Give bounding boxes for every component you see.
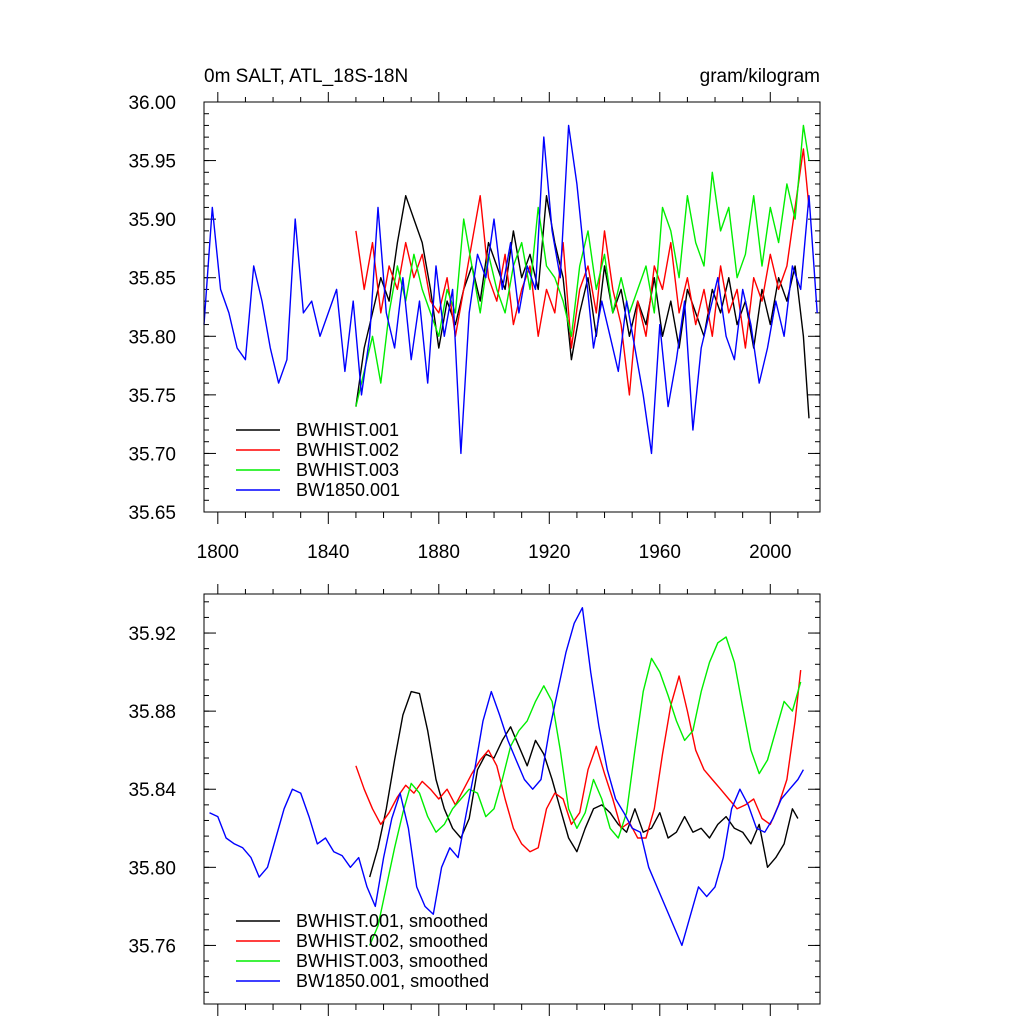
top-series <box>203 124 818 455</box>
top-chart-units: gram/kilogram <box>700 66 820 87</box>
top-ticks: 35.65 35.70 35.75 35.80 35.85 35.90 35.95 36.00… <box>128 92 820 563</box>
y-tick-label: 36.00 <box>128 93 176 114</box>
series-line-3 <box>369 636 802 946</box>
x-tick-label: 2000 <box>749 542 791 563</box>
y-tick-label: 35.80 <box>128 327 176 348</box>
legend-label-4: BW1850.001, smoothed <box>296 971 489 991</box>
legend-label-2: BWHIST.002, smoothed <box>296 931 488 951</box>
series-line-4 <box>203 124 818 455</box>
y-tick-label: 35.75 <box>128 386 176 407</box>
y-tick-label: 35.80 <box>128 858 176 879</box>
x-tick-label: 1840 <box>307 542 349 563</box>
series-line-1 <box>369 690 799 878</box>
x-tick-label: 1960 <box>639 542 681 563</box>
bottom-ticks: 35.76 35.80 35.84 35.88 35.92 <box>128 584 820 1016</box>
series-line-4 <box>209 607 805 947</box>
legend-label-3: BWHIST.003, smoothed <box>296 951 488 971</box>
y-tick-label: 35.85 <box>128 269 176 290</box>
top-panel: 0m SALT, ATL_18S-18N gram/kilogram 35.65… <box>128 66 821 563</box>
y-tick-label: 35.90 <box>128 210 176 231</box>
y-tick-label: 35.76 <box>128 936 176 957</box>
y-tick-label: 35.84 <box>128 780 176 801</box>
x-tick-label: 1920 <box>528 542 570 563</box>
bottom-plot-frame <box>203 593 821 1005</box>
bottom-panel: 35.76 35.80 35.84 35.88 35.92 BWHIST.001, sm… <box>128 584 821 1016</box>
series-line-1 <box>355 194 810 419</box>
x-tick-label: 1880 <box>418 542 460 563</box>
legend-label-3: BWHIST.003 <box>296 460 399 480</box>
series-line-2 <box>355 670 802 853</box>
legend-label-2: BWHIST.002 <box>296 440 399 460</box>
y-tick-label: 35.95 <box>128 152 176 173</box>
x-tick-label: 1800 <box>197 542 239 563</box>
series-line-2 <box>355 148 810 396</box>
legend-label-1: BWHIST.001, smoothed <box>296 911 488 931</box>
top-chart-title: 0m SALT, ATL_18S-18N <box>204 66 408 87</box>
y-tick-label: 35.65 <box>128 503 176 524</box>
legend-label-1: BWHIST.001 <box>296 420 399 440</box>
y-tick-label: 35.88 <box>128 702 176 723</box>
top-plot-frame <box>203 101 821 513</box>
bottom-series <box>209 607 805 947</box>
y-tick-label: 35.92 <box>128 624 176 645</box>
y-tick-label: 35.70 <box>128 444 176 465</box>
legend-label-4: BW1850.001 <box>296 480 400 500</box>
